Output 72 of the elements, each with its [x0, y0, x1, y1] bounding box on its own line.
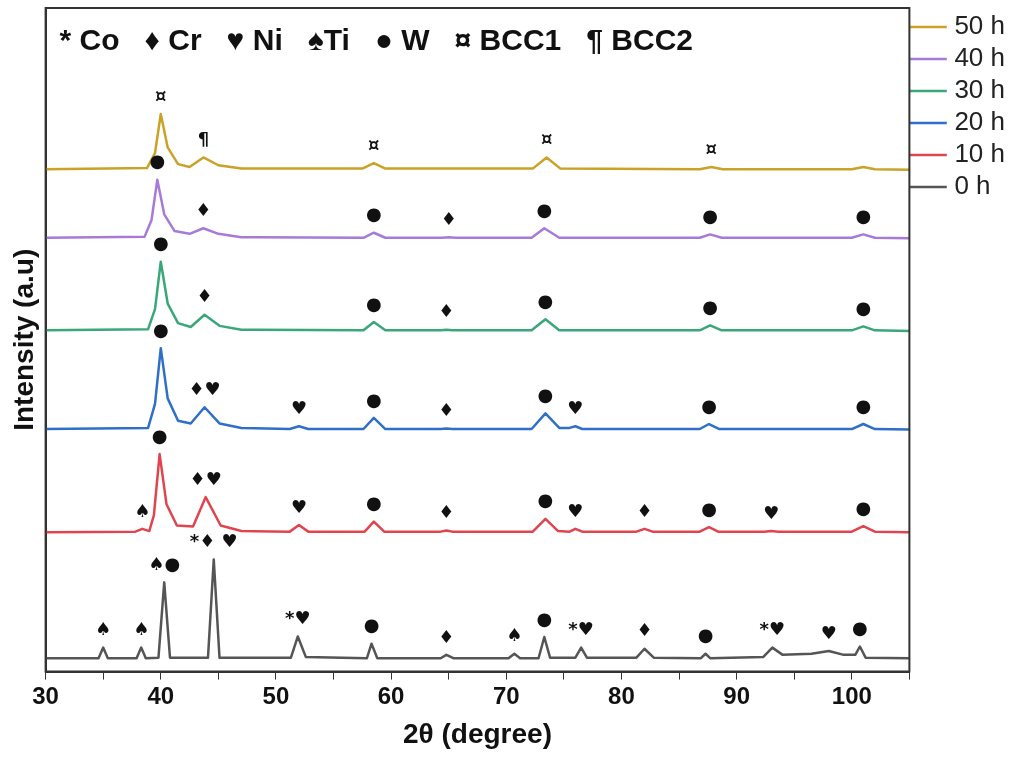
annotation: ● [363, 614, 380, 636]
annotation: ● [365, 492, 382, 514]
annotation: ¤ [705, 137, 718, 159]
annotation: ● [151, 424, 168, 446]
x-tick-label: 80 [608, 681, 635, 709]
legend-label: 30 h [954, 74, 1006, 105]
annotation: ♠ [133, 618, 150, 640]
annotation: ¶ [197, 128, 210, 150]
annotation: ♦♥ [188, 377, 221, 399]
legend-label: 0 h [954, 170, 991, 201]
y-axis-title: Intensity (a.u) [7, 248, 39, 431]
annotation: *♥ [568, 618, 594, 640]
annotation: ¤ [540, 128, 553, 150]
annotation: *♥ [285, 607, 311, 629]
annotation: ♦ [438, 300, 455, 322]
annotation: ● [697, 624, 714, 646]
annotation: ♥ [820, 621, 837, 643]
annotation: ● [701, 497, 717, 519]
annotation: ¤ [155, 84, 167, 106]
annotation: ● [852, 617, 868, 639]
annotation: ♥ [290, 396, 308, 418]
annotation: ● [152, 318, 169, 340]
annotation: ♠ [506, 624, 523, 646]
annotation: ♦ [438, 625, 455, 647]
annotation: ♠ [95, 618, 112, 640]
annotation: ● [855, 205, 872, 227]
x-tick-label: 50 [262, 681, 290, 709]
annotation: ● [365, 292, 382, 314]
x-tick-label: 70 [492, 681, 520, 709]
annotation: *♥ [759, 618, 786, 640]
annotation: ● [537, 384, 554, 406]
annotation: ● [152, 232, 169, 254]
annotation: ● [365, 388, 382, 410]
annotation: ♥ [763, 501, 780, 523]
annotation: ♥ [567, 499, 584, 521]
annotation: ● [537, 489, 554, 511]
annotation: ♦ [636, 619, 653, 641]
legend-label: 40 h [954, 42, 1006, 73]
annotation: ♦ [440, 207, 457, 229]
annotation: ♥ [290, 495, 308, 517]
annotation: ♠● [148, 553, 181, 575]
annotation: *♦ ♥ [189, 530, 238, 552]
annotation: ♠ [134, 499, 151, 521]
legend-label: 20 h [954, 106, 1006, 137]
annotation: ● [365, 203, 382, 225]
annotation: ● [855, 496, 872, 518]
annotation: ♦ [438, 501, 455, 523]
text: * Co ♦ Cr ♥ Ni ♠Ti ● W ¤ BCC1 ¶ BCC2 [59, 23, 693, 57]
annotation: ♦♥ [189, 467, 222, 489]
annotation: ● [537, 289, 554, 311]
x-tick-label: 60 [377, 681, 405, 709]
legend-label: 10 h [954, 138, 1006, 169]
annotation: ♦ [636, 499, 653, 521]
annotation: ● [701, 394, 717, 416]
annotation: ● [855, 297, 872, 319]
x-tick-label: 30 [32, 681, 59, 709]
annotation: ¤ [368, 133, 380, 155]
annotation: ● [536, 607, 553, 629]
annotation: ● [702, 295, 719, 317]
x-tick-label: 90 [723, 681, 750, 709]
annotation: ♦ [195, 198, 212, 220]
x-axis-title: 2θ (degree) [403, 717, 552, 749]
annotation: ♦ [438, 399, 455, 421]
x-tick-label: 100 [831, 681, 872, 709]
legend-label: 50 h [954, 10, 1006, 41]
annotation: ● [855, 394, 872, 416]
annotation: ♥ [567, 396, 584, 418]
annotation: ● [536, 198, 553, 220]
annotation: ♦ [196, 285, 213, 307]
annotation: ● [702, 205, 719, 227]
x-tick-label: 40 [147, 681, 175, 709]
annotation: ● [149, 150, 166, 172]
